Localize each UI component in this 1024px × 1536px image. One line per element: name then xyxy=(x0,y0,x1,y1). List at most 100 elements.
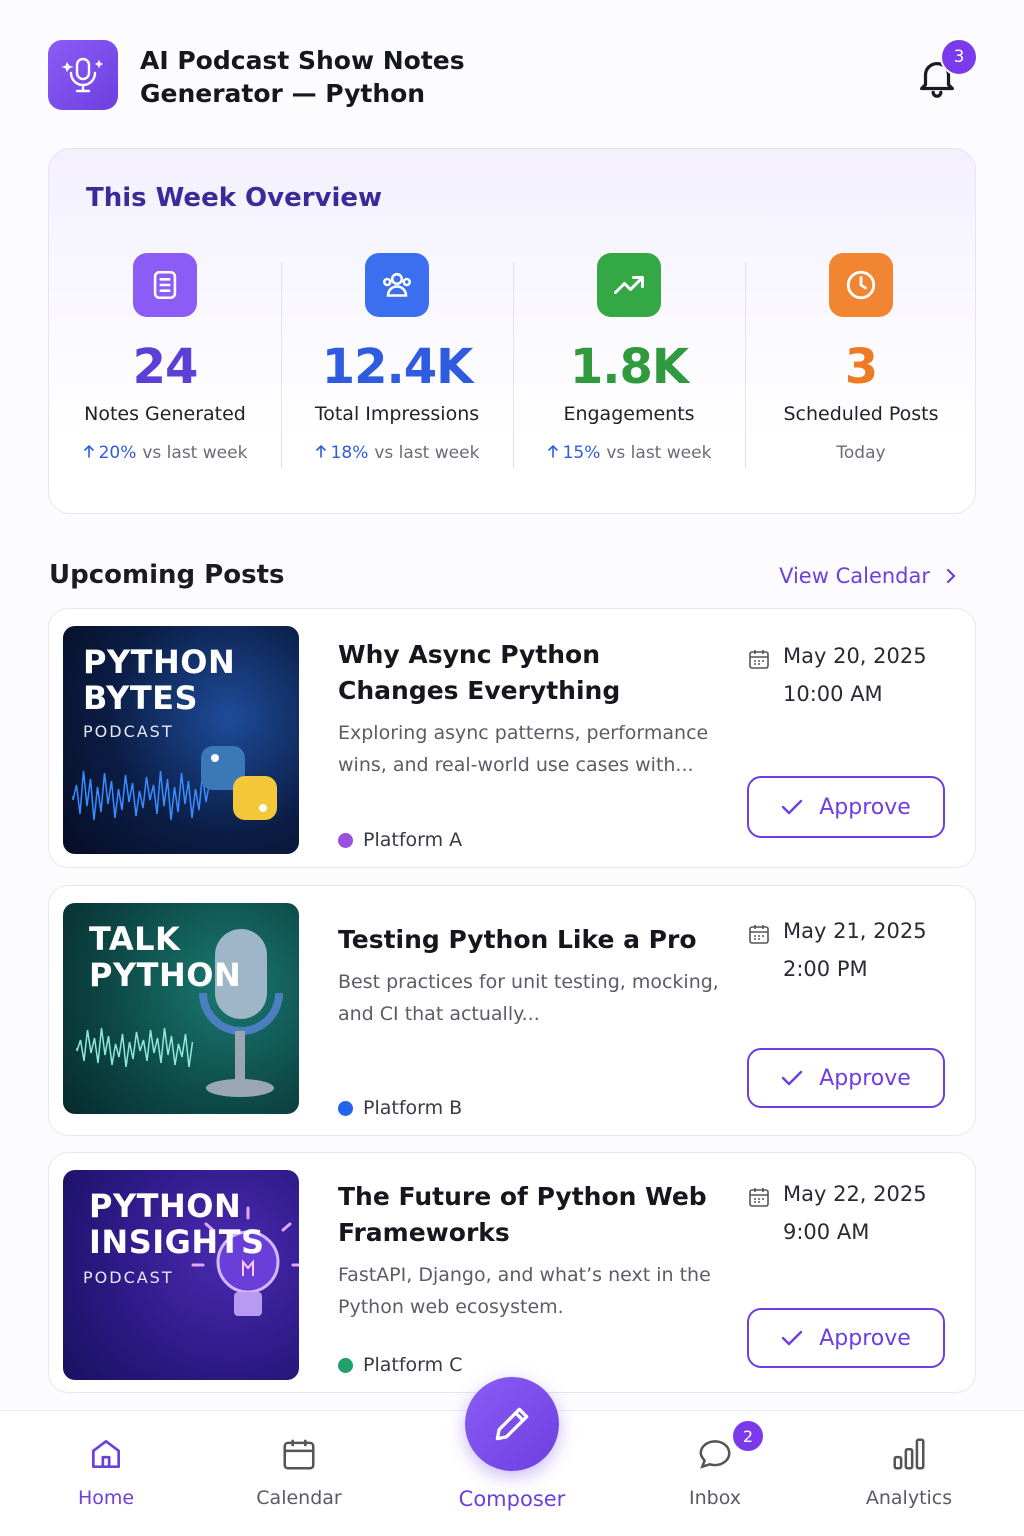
thumbnail-art-part xyxy=(233,776,277,820)
calendar-icon-part xyxy=(749,926,769,944)
icon xyxy=(614,276,644,294)
post-date: May 21, 2025 xyxy=(783,919,927,943)
change-text: vs last week xyxy=(142,443,248,463)
stat-change: 15% vs last week xyxy=(513,443,745,463)
composer-button[interactable] xyxy=(465,1377,559,1471)
thumbnail-art-part xyxy=(215,929,267,1019)
icon xyxy=(382,272,412,297)
thumbnail-art-part xyxy=(191,1206,299,1267)
calendar-icon xyxy=(747,1185,771,1213)
overview-card: This Week Overview 24 Notes Generated 20% v… xyxy=(48,148,976,514)
post-date: May 20, 2025 xyxy=(783,644,927,668)
nav-icon xyxy=(829,1435,989,1473)
up-arrow xyxy=(547,443,559,463)
nav-icon-part xyxy=(915,1438,925,1470)
stat: 3 Scheduled Posts Today xyxy=(745,253,977,463)
approve-button[interactable]: Approve xyxy=(747,1308,945,1368)
thumbnail-title-line: PYTHON xyxy=(89,956,242,994)
post-time: 9:00 AM xyxy=(783,1220,870,1244)
nav-icon-part xyxy=(699,1440,731,1469)
nav-item[interactable]: Inbox xyxy=(635,1435,795,1509)
platform-name: Platform B xyxy=(363,1097,463,1119)
nav-icon-part xyxy=(101,1455,111,1467)
post-schedule: May 22, 2025 9:00 AM xyxy=(783,1175,927,1251)
nav-icon-part xyxy=(283,1441,315,1470)
nav-icon-part xyxy=(699,1440,731,1469)
thumbnail-title-line: PYTHON xyxy=(83,643,236,681)
change-percent: 18% xyxy=(330,443,369,463)
nav-label: Calendar xyxy=(256,1487,342,1509)
inbox-badge: 2 xyxy=(731,1419,765,1453)
platform-dot xyxy=(338,1100,353,1116)
stat-label: Scheduled Posts xyxy=(783,403,939,425)
post-date: May 22, 2025 xyxy=(783,1182,927,1206)
stat-value: 24 xyxy=(132,339,199,395)
nav-item[interactable]: Composer xyxy=(432,1435,592,1511)
platform: Platform A xyxy=(338,829,728,851)
view-calendar-link[interactable]: View Calendar xyxy=(779,564,958,588)
nav-icon-part xyxy=(284,1439,314,1453)
calendar-icon-part xyxy=(754,1198,764,1203)
post-description: Best practices for unit testing, mocking… xyxy=(338,971,719,1025)
nav-label: Analytics xyxy=(865,1487,953,1509)
stat-change: 20% vs last week xyxy=(49,443,281,463)
calendar-icon xyxy=(747,922,771,950)
stat-value: 3 xyxy=(844,339,878,395)
change-percent: 20% xyxy=(98,443,137,463)
stat-note: Today xyxy=(836,443,886,463)
nav-icon-part xyxy=(91,1439,121,1469)
stat-icon xyxy=(597,253,661,317)
nav-icon xyxy=(26,1435,186,1473)
link-text: View Calendar xyxy=(779,564,930,588)
nav-item[interactable]: Calendar xyxy=(219,1435,379,1509)
thumbnail-title-line: BYTES xyxy=(83,679,199,717)
change-text: vs last week xyxy=(374,443,480,463)
thumbnail-title-line: INSIGHTS xyxy=(89,1223,265,1261)
thumbnail-subtitle: PODCAST xyxy=(83,722,174,741)
approve-label: Approve xyxy=(819,1325,911,1351)
divider xyxy=(281,263,282,469)
check-icon xyxy=(781,798,803,816)
calendar-icon-part xyxy=(750,1188,768,1196)
thumbnail-art-part xyxy=(234,1292,262,1316)
platform-dot xyxy=(338,1357,353,1373)
app-icon xyxy=(48,40,118,110)
thumbnail-art-part xyxy=(72,770,211,821)
thumbnail-art-part xyxy=(76,929,283,1097)
nav-icon-part xyxy=(91,1439,121,1469)
approve-label: Approve xyxy=(819,794,911,820)
nav-item[interactable]: Analytics xyxy=(829,1435,989,1509)
post-thumbnail: TALK PYTHON xyxy=(63,903,299,1114)
stat: 1.8K Engagements 15% vs last week xyxy=(513,253,745,463)
stat: 12.4K Total Impressions 18% vs last week xyxy=(281,253,513,463)
nav-item[interactable]: Home xyxy=(26,1435,186,1509)
thumbnail-art-part xyxy=(211,754,219,762)
stat-icon xyxy=(365,253,429,317)
nav-label: Home xyxy=(77,1487,135,1509)
thumbnail-art-part xyxy=(259,804,267,812)
stat-icon xyxy=(133,253,197,317)
check-icon-part xyxy=(782,1070,803,1086)
thumbnail-title: TALK PYTHON xyxy=(89,921,289,993)
thumbnail-art-part xyxy=(191,1206,299,1316)
calendar-icon xyxy=(747,647,771,675)
approve-button[interactable]: Approve xyxy=(747,776,945,838)
thumbnail-art-part xyxy=(206,1079,274,1097)
stat-icon xyxy=(829,253,893,317)
calendar-icon-part xyxy=(754,935,764,940)
post-card: PYTHON BYTES PODCAST Why Async Python Chang… xyxy=(48,608,976,868)
change-percent: 15% xyxy=(562,443,601,463)
calendar-icon-part xyxy=(754,660,764,665)
overview-title: This Week Overview xyxy=(86,183,383,213)
post-text: Why Async Python Changes Everything Explo… xyxy=(338,637,728,851)
thumbnail-art-part xyxy=(76,1027,194,1068)
thumbnail-subtitle: PODCAST xyxy=(83,1268,174,1287)
divider xyxy=(513,263,514,469)
nav-icon xyxy=(219,1435,379,1473)
check-icon-part xyxy=(782,1330,803,1346)
post-schedule: May 21, 2025 2:00 PM xyxy=(783,912,927,988)
nav-label: Composer xyxy=(458,1487,566,1511)
approve-button[interactable]: Approve xyxy=(747,1048,945,1108)
post-thumbnail: PYTHON INSIGHTS PODCAST xyxy=(63,1170,299,1380)
